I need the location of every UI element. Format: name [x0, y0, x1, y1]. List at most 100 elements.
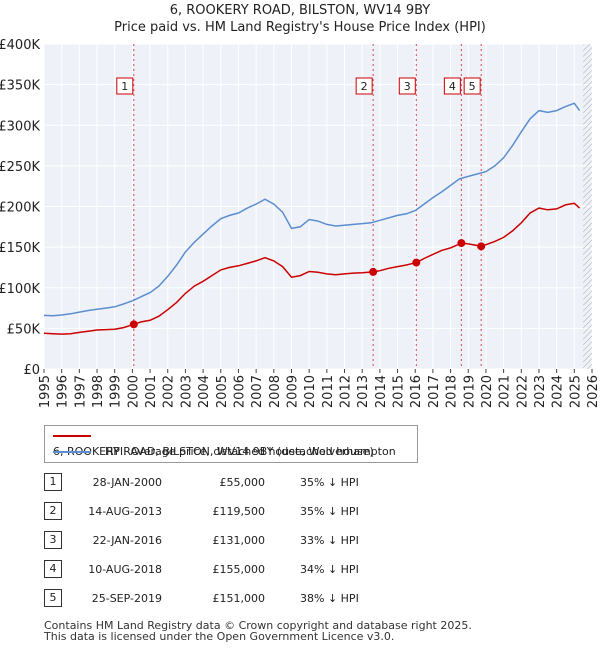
- x-tick-label: 2000: [126, 375, 141, 408]
- y-tick-label: £150K: [0, 241, 40, 256]
- row-hpi: 35% ↓ HPI: [300, 505, 359, 518]
- row-number-badge: 4: [44, 560, 62, 578]
- row-date: 10-AUG-2018: [88, 563, 162, 576]
- x-tick-label: 2021: [498, 375, 513, 408]
- legend-swatch-hpi: [53, 451, 91, 453]
- sale-marker-box-5: [463, 77, 481, 95]
- y-axis-ticks: £0 £50K £100K £150K £200K £250K £300K £350K £400…: [0, 38, 40, 378]
- sale-point-5: [477, 242, 486, 251]
- chart-title: 6, ROOKERY ROAD, BILSTON, WV14 9BY Price…: [0, 2, 600, 36]
- row-hpi: 35% ↓ HPI: [300, 476, 359, 489]
- legend-item-property: 6, ROOKERY ROAD, BILSTON, WV14 9BY (deta…: [53, 428, 417, 458]
- x-tick-label: 2019: [462, 375, 477, 408]
- y-tick-label: £200K: [0, 201, 40, 216]
- x-tick-label: 2008: [268, 375, 283, 408]
- table-row: 2 14-AUG-2013 £119,500 35% ↓ HPI: [0, 499, 600, 523]
- table-row: 1 28-JAN-2000 £55,000 35% ↓ HPI: [0, 470, 600, 494]
- x-tick-label: 2012: [339, 375, 354, 408]
- y-tick-label: £50K: [7, 322, 41, 337]
- x-tick-label: 2024: [551, 375, 566, 408]
- x-tick-label: 2007: [250, 375, 265, 408]
- sale-marker-box-4: [443, 77, 461, 95]
- row-number-badge: 5: [44, 589, 62, 607]
- table-row: 5 25-SEP-2019 £151,000 38% ↓ HPI: [0, 586, 600, 610]
- x-tick-label: 1999: [109, 375, 124, 408]
- table-row: 4 10-AUG-2018 £155,000 34% ↓ HPI: [0, 557, 600, 581]
- x-tick-label: 2017: [427, 375, 442, 408]
- row-number-badge: 1: [44, 473, 62, 491]
- y-tick-label: £0: [23, 363, 40, 378]
- row-date: 22-JAN-2016: [92, 534, 162, 547]
- sale-marker-label-2: 2: [361, 80, 368, 93]
- x-tick-label: 2003: [179, 375, 194, 408]
- sale-point-4: [457, 239, 466, 248]
- legend-item-hpi: HPI: Average price, detached house, Wolv…: [53, 444, 396, 460]
- legend-swatch-property: [53, 435, 91, 437]
- row-date: 28-JAN-2000: [92, 476, 162, 489]
- forecast-hatch: [583, 44, 592, 369]
- row-price: £131,000: [212, 534, 266, 547]
- row-price: £151,000: [212, 592, 266, 605]
- legend: 6, ROOKERY ROAD, BILSTON, WV14 9BY (deta…: [44, 425, 418, 463]
- footer-line-1: Contains HM Land Registry data © Crown c…: [44, 619, 472, 632]
- x-tick-label: 2026: [586, 375, 600, 408]
- row-number-badge: 2: [44, 502, 62, 520]
- sale-marker-label-5: 5: [469, 80, 476, 93]
- y-tick-label: £250K: [0, 160, 40, 175]
- title-line-1: 6, ROOKERY ROAD, BILSTON, WV14 9BY: [169, 3, 431, 18]
- sale-marker-label-4: 4: [449, 80, 456, 93]
- x-axis-ticks: 1995 1996 1997 1998 1999 2000 2001 2002 2003 2004…: [38, 369, 600, 408]
- row-price: £119,500: [212, 505, 266, 518]
- footer: Contains HM Land Registry data © Crown c…: [44, 620, 472, 642]
- x-tick-label: 2020: [480, 375, 495, 408]
- x-tick-label: 2010: [303, 375, 318, 408]
- x-tick-label: 2016: [409, 375, 424, 408]
- y-tick-label: £100K: [0, 282, 40, 297]
- x-tick-label: 2025: [568, 375, 583, 408]
- x-tick-label: 2005: [215, 375, 230, 408]
- x-tick-label: 2022: [515, 375, 530, 408]
- x-tick-label: 1998: [91, 375, 106, 408]
- x-tick-label: 2014: [374, 375, 389, 408]
- x-tick-label: 2013: [356, 375, 371, 408]
- forecast-hatch-area: [583, 44, 592, 369]
- sale-point-2: [369, 267, 378, 276]
- row-hpi: 33% ↓ HPI: [300, 534, 359, 547]
- x-tick-label: 2023: [533, 375, 548, 408]
- sale-marker-box-3: [398, 77, 416, 95]
- title-line-2: Price paid vs. HM Land Registry's House …: [114, 20, 486, 35]
- footer-line-2: This data is licensed under the Open Gov…: [44, 630, 395, 643]
- sale-marker-box-1: [116, 77, 134, 95]
- sale-point-3: [412, 258, 421, 267]
- row-price: £55,000: [219, 476, 266, 489]
- sale-point-1: [129, 320, 138, 329]
- x-tick-label: 2011: [321, 375, 336, 408]
- table-row: 3 22-JAN-2016 £131,000 33% ↓ HPI: [0, 528, 600, 552]
- sale-marker-label-3: 3: [404, 80, 411, 93]
- row-date: 14-AUG-2013: [88, 505, 162, 518]
- x-tick-label: 2001: [144, 375, 159, 408]
- sale-marker-box-2: [355, 77, 373, 95]
- x-tick-label: 1997: [73, 375, 88, 408]
- x-tick-label: 2004: [197, 375, 212, 408]
- sale-points: [129, 239, 486, 329]
- x-tick-label: 2009: [285, 375, 300, 408]
- y-tick-label: £400K: [0, 38, 40, 53]
- row-hpi: 38% ↓ HPI: [300, 592, 359, 605]
- series-line-hpi: [43, 102, 581, 317]
- x-tick-label: 2006: [232, 375, 247, 408]
- x-tick-label: 2002: [162, 375, 177, 408]
- legend-label-property: 6, ROOKERY ROAD, BILSTON, WV14 9BY (deta…: [53, 445, 374, 458]
- x-tick-label: 1996: [56, 375, 71, 408]
- legend-label-hpi: HPI: Average price, detached house, Wolv…: [105, 445, 396, 458]
- sale-vertical-lines: [133, 44, 482, 369]
- row-price: £155,000: [212, 563, 266, 576]
- sale-marker-label-1: 1: [121, 80, 128, 93]
- row-date: 25-SEP-2019: [91, 592, 162, 605]
- x-tick-label: 1995: [38, 375, 53, 408]
- x-tick-label: 2018: [445, 375, 460, 408]
- y-tick-label: £350K: [0, 79, 40, 94]
- row-number-badge: 3: [44, 531, 62, 549]
